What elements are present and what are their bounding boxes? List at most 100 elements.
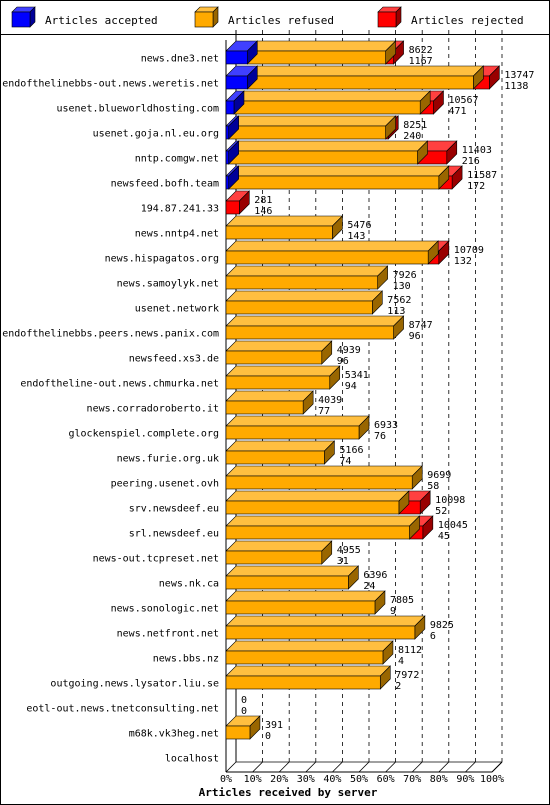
value-label-received: 8747 (409, 320, 433, 331)
value-label-refused: 146 (254, 206, 272, 217)
value-label-received: 6396 (363, 570, 387, 581)
legend-swatch (11, 6, 36, 28)
value-label-refused: 31 (337, 556, 349, 567)
category-label: m68k.vk3heg.net (129, 729, 219, 740)
bar-segment (225, 215, 344, 240)
floor-tick (411, 761, 423, 773)
floor-tick (225, 761, 237, 773)
category-label: localhost (165, 754, 219, 765)
value-label-received: 7805 (390, 595, 414, 606)
floor-tick (385, 761, 396, 773)
x-tick-label: 10% (244, 774, 262, 785)
bar-segment (246, 40, 397, 65)
bar-segment (225, 165, 240, 190)
category-label: news.nk.ca (159, 579, 219, 590)
value-label-received: 11587 (467, 170, 497, 181)
value-label-received: 4039 (318, 395, 342, 406)
category-labels: news.dne3.net endofthelinebbs-out.news.we… (2, 54, 219, 765)
value-label-refused: 1167 (409, 56, 433, 67)
bar-segment (225, 665, 392, 690)
value-label-refused: 96 (337, 356, 349, 367)
category-label: usenet.goja.nl.eu.org (93, 129, 219, 140)
value-label-received: 10567 (448, 95, 478, 106)
value-label-received: 8112 (398, 645, 422, 656)
category-label: news.sonologic.net (111, 604, 219, 615)
bar-segment (225, 290, 384, 315)
value-label-received: 7562 (387, 295, 411, 306)
value-label-refused: 240 (403, 131, 421, 142)
x-tick-label: 70% (403, 774, 421, 785)
category-label: outgoing.news.lysator.liu.se (50, 679, 219, 690)
bar-segment (225, 440, 336, 465)
category-label: eotl-out.news.tnetconsulting.net (26, 704, 219, 715)
bar-segment (225, 65, 259, 90)
bar-segment (225, 490, 410, 515)
bar-segment (225, 240, 439, 265)
bar-segment (225, 365, 341, 390)
floor-tick (358, 761, 370, 773)
x-axis-label: Articles received by server (199, 786, 378, 799)
floor-tick (332, 761, 343, 773)
x-tick-label: 40% (323, 774, 341, 785)
legend: Articles accepted Articles refused Article… (11, 6, 524, 28)
category-label: news.samoylyk.net (117, 279, 219, 290)
legend-swatch (194, 6, 219, 28)
x-tick-label: 90% (456, 774, 474, 785)
value-label-received: 8251 (403, 120, 427, 131)
value-label-refused: 94 (345, 381, 357, 392)
floor-tick (465, 761, 476, 773)
bar-segment (225, 190, 251, 215)
value-label-refused: 58 (427, 481, 439, 492)
category-label: news.netfront.net (117, 629, 219, 640)
category-label: usenet.network (135, 304, 219, 315)
bar-segment (233, 90, 431, 115)
value-label-refused: 77 (318, 406, 330, 417)
category-label: endofthelinebbs-out.news.weretis.net (2, 79, 219, 90)
bar-segment (225, 565, 360, 590)
x-tick-label: 50% (350, 774, 368, 785)
bar-segment (225, 540, 333, 565)
category-label: news.hispagatos.org (105, 254, 219, 265)
value-label-received: 9699 (427, 470, 451, 481)
category-label: endoftheline-out.news.chmurka.net (20, 379, 219, 390)
category-label: news.corradoroberto.it (87, 404, 219, 415)
category-label: news-out.tcpreset.net (93, 554, 219, 565)
value-label-refused: 96 (409, 331, 421, 342)
bar-segment (225, 715, 261, 740)
bar-segment (227, 165, 450, 190)
bar-segment (225, 465, 423, 490)
legend-label: Articles accepted (45, 14, 158, 27)
bar-segment (225, 340, 333, 365)
floor-tick (305, 761, 317, 773)
floor-tick (278, 761, 290, 773)
category-label: newsfeed.xs3.de (129, 354, 219, 365)
x-tick-label: 0% (220, 774, 232, 785)
bar-segment (225, 115, 240, 140)
value-label-refused: 143 (347, 231, 365, 242)
value-label-refused: 45 (438, 531, 450, 542)
value-label-received: 4939 (337, 345, 361, 356)
bar-segment (225, 140, 240, 165)
value-label-refused: 4 (398, 656, 404, 667)
value-label-refused: 172 (467, 181, 485, 192)
floor-tick (438, 761, 450, 773)
legend-swatch (377, 6, 402, 28)
x-tick-label: 60% (377, 774, 395, 785)
bar-segment (225, 640, 394, 665)
bar-segment (225, 390, 314, 415)
value-label-refused: 24 (363, 581, 375, 592)
value-label-refused: 76 (374, 431, 386, 442)
bar-segment (227, 115, 397, 140)
category-label: srv.newsdeef.eu (129, 504, 219, 515)
value-label-received: 9825 (430, 620, 454, 631)
bars (225, 40, 501, 740)
value-label-refused: 216 (462, 156, 480, 167)
value-label-refused: 471 (448, 106, 466, 117)
category-label: srl.newsdeef.eu (129, 529, 219, 540)
value-label-received: 4955 (337, 545, 361, 556)
bar-segment (225, 315, 405, 340)
value-label-refused: 52 (435, 506, 447, 517)
value-label-refused: 1138 (504, 81, 528, 92)
category-label: peering.usenet.ovh (111, 479, 219, 490)
